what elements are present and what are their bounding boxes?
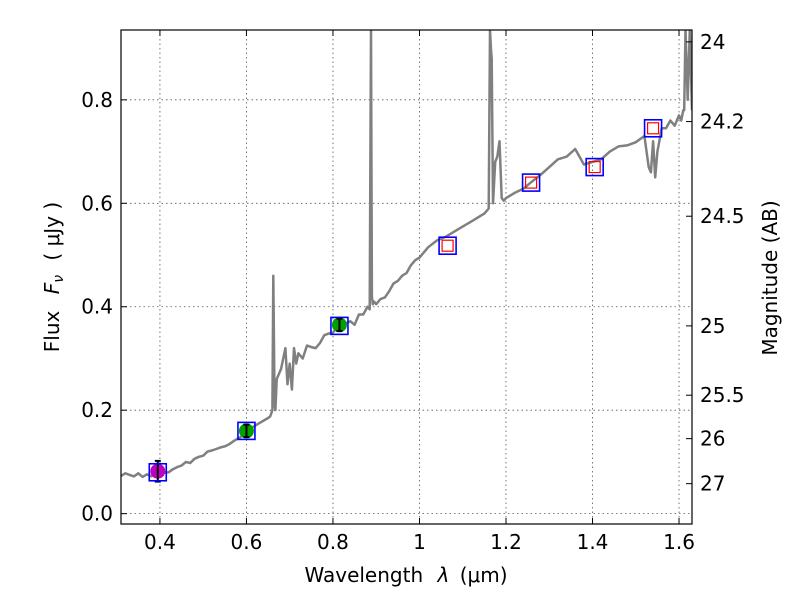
x-axis-title: Wavelength λ (μm) xyxy=(304,563,507,587)
model-box-inner xyxy=(441,239,454,252)
model-box xyxy=(585,157,604,177)
y2-axis-title: Magnitude (AB) xyxy=(758,200,782,355)
x-tick-label: 1 xyxy=(413,530,426,554)
y2-tick-label: 26 xyxy=(700,427,725,451)
y2-tick-label: 25.5 xyxy=(700,383,745,407)
model-box-inner xyxy=(646,122,660,135)
model-box xyxy=(521,173,541,192)
y-tick-label: 0.0 xyxy=(81,502,113,526)
y2-tick-label: 25 xyxy=(700,314,725,338)
model-box xyxy=(330,316,349,336)
tick-layer: 0.4 0.6 0.8 1 1.2 1.4 1.6 0.0 0.2 0.4 0.6 0.8 24 24.2… xyxy=(81,30,744,554)
marker-layer xyxy=(148,118,663,483)
y-tick-label: 0.6 xyxy=(81,191,113,215)
y-tick-label: 0.2 xyxy=(81,398,113,422)
x-tick-label: 1.4 xyxy=(577,530,609,554)
y-axis-title: Flux Fν ( μJy ) xyxy=(40,202,68,352)
plot-frame xyxy=(120,29,693,525)
y2-tick-label: 24.5 xyxy=(700,204,745,228)
model-box xyxy=(237,421,256,441)
model-box-inner xyxy=(524,176,538,189)
model-box-inner xyxy=(588,160,601,174)
x-tick-label: 0.6 xyxy=(231,530,263,554)
x-tick-label: 1.6 xyxy=(663,530,695,554)
x-tick-label: 0.8 xyxy=(317,530,349,554)
y2-tick-label: 24 xyxy=(700,30,725,54)
grid-layer xyxy=(121,30,692,524)
x-tick-label: 0.4 xyxy=(144,530,176,554)
y-tick-label: 0.4 xyxy=(81,295,113,319)
y2-tick-label: 24.2 xyxy=(700,110,745,134)
model-box xyxy=(643,118,663,138)
x-tick-label: 1.2 xyxy=(490,530,522,554)
model-box xyxy=(148,462,168,482)
y2-tick-label: 27 xyxy=(700,472,725,496)
model-box xyxy=(438,236,457,256)
y-tick-label: 0.8 xyxy=(81,88,113,112)
